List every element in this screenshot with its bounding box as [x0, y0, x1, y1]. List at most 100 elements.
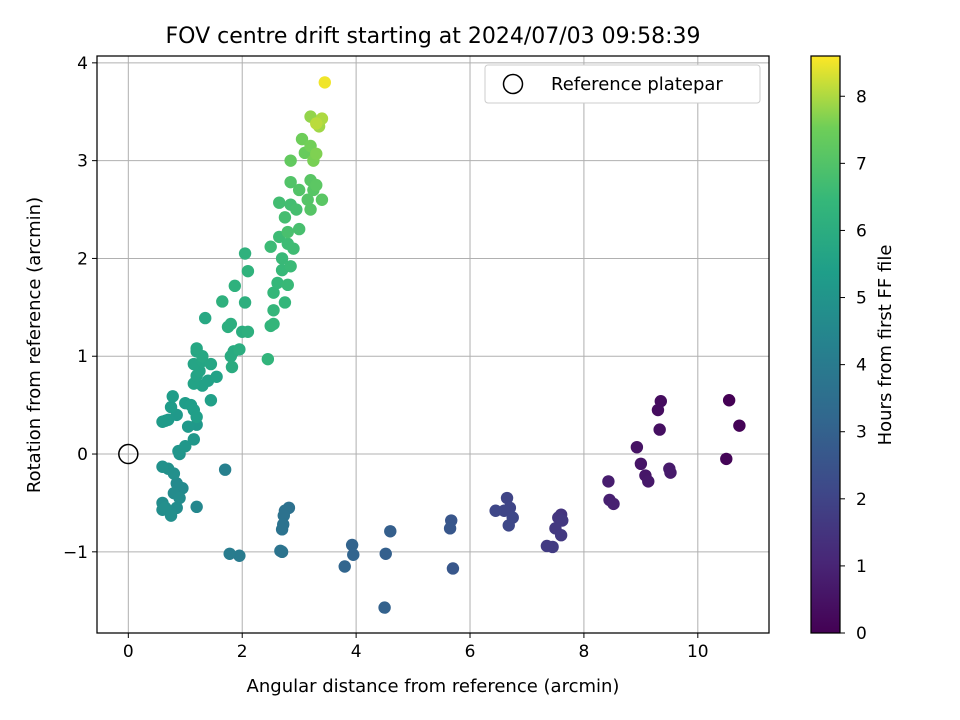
- colorbar-tick-label: 3: [856, 423, 867, 443]
- plot-frame: [96, 55, 770, 634]
- x-axis-ticks: 0 2 4 6 8 10: [123, 633, 709, 662]
- data-point: [318, 76, 331, 89]
- data-point: [345, 538, 359, 552]
- data-point: [443, 522, 457, 535]
- y-axis-ticks: −1 0 1 2 3 4: [63, 54, 97, 563]
- data-point: [170, 477, 183, 490]
- data-point: [304, 203, 317, 216]
- colorbar-tick-label: 8: [856, 87, 867, 107]
- data-point: [502, 519, 515, 532]
- grid-lines: [97, 56, 769, 633]
- data-point: [446, 562, 460, 575]
- data-point: [199, 311, 212, 325]
- data-point: [224, 350, 238, 363]
- colorbar-label: Hours from first FF file: [875, 245, 896, 446]
- data-point: [190, 410, 203, 424]
- data-point: [278, 211, 292, 224]
- x-tick-label: 0: [123, 642, 134, 662]
- data-point: [264, 240, 277, 253]
- data-point: [275, 252, 289, 265]
- data-point: [210, 370, 223, 383]
- data-point: [267, 286, 280, 299]
- data-point: [284, 175, 297, 189]
- data-point: [607, 497, 620, 511]
- data-point: [295, 132, 309, 146]
- data-point: [228, 279, 242, 293]
- data-point: [290, 203, 303, 216]
- data-point: [292, 222, 306, 236]
- data-point: [261, 352, 275, 366]
- data-point: [275, 523, 289, 536]
- data-point: [223, 547, 236, 560]
- data-point: [634, 457, 648, 471]
- y-axis-label: Rotation from reference (arcmin): [24, 197, 45, 493]
- data-point: [181, 420, 195, 433]
- colorbar-tick-label: 7: [856, 154, 867, 174]
- x-tick-label: 2: [237, 642, 248, 662]
- data-point: [664, 466, 677, 479]
- data-point: [540, 539, 554, 553]
- data-point: [287, 242, 300, 255]
- data-point: [166, 390, 179, 403]
- data-point: [271, 276, 284, 290]
- data-point: [238, 247, 252, 260]
- data-point: [233, 343, 246, 356]
- legend-reference-marker: [502, 73, 524, 95]
- data-point: [267, 304, 280, 317]
- x-tick-label: 10: [687, 642, 709, 662]
- x-tick-label: 6: [465, 642, 476, 662]
- data-point: [310, 117, 323, 130]
- data-point: [267, 317, 280, 331]
- data-point: [156, 415, 169, 428]
- colorbar-tick-label: 2: [856, 490, 867, 510]
- data-point: [281, 278, 294, 292]
- data-point: [653, 423, 666, 436]
- y-tick-label: −1: [63, 543, 88, 563]
- data-point: [651, 403, 665, 417]
- legend-box: [484, 64, 761, 104]
- data-point: [204, 394, 218, 407]
- reference-point: [118, 443, 139, 465]
- data-point: [179, 440, 192, 453]
- colorbar-gradient: [810, 55, 841, 634]
- data-point: [190, 342, 203, 355]
- y-tick-label: 4: [77, 54, 88, 74]
- data-point: [379, 547, 392, 560]
- data-point: [554, 529, 568, 542]
- data-point: [347, 548, 360, 561]
- y-tick-label: 1: [77, 347, 88, 367]
- data-point: [204, 357, 218, 371]
- data-point: [384, 525, 397, 538]
- colorbar-tick-label: 4: [856, 356, 867, 376]
- data-point: [224, 317, 238, 331]
- colorbar-tick-label: 6: [856, 221, 867, 241]
- data-point: [284, 154, 297, 167]
- colorbar: 0 1 2 3 4 5 6 7 8 Hours from first FF file: [810, 55, 896, 644]
- data-point: [338, 560, 351, 573]
- data-point: [733, 419, 746, 432]
- y-tick-label: 3: [77, 152, 88, 172]
- x-tick-label: 8: [579, 642, 590, 662]
- legend-label: Reference platepar: [551, 74, 723, 95]
- data-point: [164, 400, 178, 414]
- data-point: [301, 193, 314, 206]
- data-point: [225, 360, 239, 374]
- data-point: [489, 504, 502, 517]
- data-point: [642, 475, 655, 488]
- data-point: [233, 549, 246, 562]
- data-point: [241, 325, 255, 338]
- data-point: [173, 491, 186, 505]
- y-tick-label: 2: [77, 249, 88, 269]
- reference-marker: [118, 443, 139, 465]
- data-point: [164, 509, 178, 522]
- data-point: [190, 500, 203, 514]
- data-point: [310, 178, 323, 192]
- data-point: [292, 183, 306, 197]
- data-point: [278, 296, 292, 309]
- data-point: [497, 504, 511, 517]
- data-point: [630, 440, 644, 454]
- data-point: [277, 509, 290, 522]
- data-point: [187, 433, 201, 446]
- data-point: [238, 296, 252, 309]
- colorbar-tick-label: 1: [856, 557, 867, 577]
